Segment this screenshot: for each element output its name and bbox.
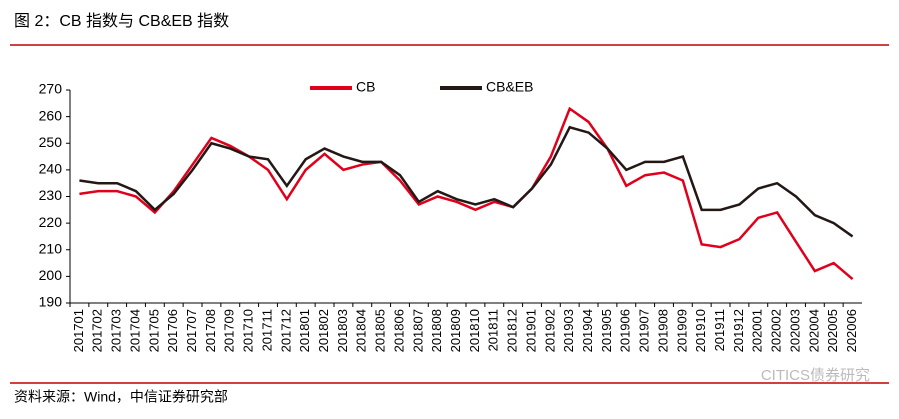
x-tick-label: 201804 bbox=[354, 309, 369, 352]
x-tick-label: 201708 bbox=[203, 309, 218, 352]
x-tick-label: 202001 bbox=[750, 309, 765, 352]
y-tick-label: 220 bbox=[39, 214, 63, 230]
x-tick-label: 202003 bbox=[787, 309, 802, 352]
series-line bbox=[79, 106, 854, 280]
x-tick-label: 201704 bbox=[127, 309, 142, 352]
x-tick-label: 201802 bbox=[316, 309, 331, 352]
x-tick-label: 201812 bbox=[505, 309, 520, 352]
x-tick-label: 201711 bbox=[259, 309, 274, 351]
x-tick-label: 201710 bbox=[241, 309, 256, 352]
x-tick-label: 201909 bbox=[674, 309, 689, 352]
x-tick-label: 201806 bbox=[391, 309, 406, 352]
x-tick-label: 202002 bbox=[769, 309, 784, 352]
x-tick-label: 201803 bbox=[335, 309, 350, 352]
y-tick-label: 200 bbox=[39, 267, 63, 283]
x-tick-label: 201702 bbox=[90, 309, 105, 352]
x-tick-label: 201809 bbox=[448, 309, 463, 352]
x-tick-label: 201706 bbox=[165, 309, 180, 352]
x-tick-label: 201703 bbox=[109, 309, 124, 352]
x-tick-label: 201911 bbox=[712, 309, 727, 351]
series-line bbox=[79, 125, 854, 238]
x-tick-label: 201807 bbox=[410, 309, 425, 352]
x-tick-label: 201903 bbox=[561, 309, 576, 352]
x-tick-label: 201705 bbox=[146, 309, 161, 352]
x-tick-label: 201712 bbox=[278, 309, 293, 352]
y-tick-label: 240 bbox=[39, 161, 63, 177]
x-tick-label: 201801 bbox=[297, 309, 312, 352]
y-tick-label: 250 bbox=[39, 134, 63, 150]
x-tick-label: 201902 bbox=[542, 309, 557, 352]
legend-label: CB&EB bbox=[486, 79, 533, 95]
x-tick-label: 201906 bbox=[618, 309, 633, 352]
x-tick-label: 201901 bbox=[523, 309, 538, 352]
x-tick-label: 201707 bbox=[184, 309, 199, 352]
watermark: CITICS债券研究 bbox=[761, 367, 870, 384]
x-tick-label: 201805 bbox=[373, 309, 388, 352]
y-tick-label: 260 bbox=[39, 107, 63, 123]
x-tick-label: 201810 bbox=[467, 309, 482, 352]
x-tick-label: 201905 bbox=[599, 309, 614, 352]
x-tick-label: 201709 bbox=[222, 309, 237, 352]
x-tick-label: 202005 bbox=[825, 309, 840, 352]
x-tick-label: 202004 bbox=[806, 309, 821, 352]
x-tick-label: 201904 bbox=[580, 309, 595, 352]
y-tick-label: 190 bbox=[39, 294, 63, 310]
x-tick-label: 202006 bbox=[844, 309, 859, 352]
chart-title: 图 2：CB 指数与 CB&EB 指数 bbox=[14, 12, 229, 30]
x-tick-label: 201912 bbox=[731, 309, 746, 352]
y-tick-label: 210 bbox=[39, 240, 63, 256]
x-tick-label: 201701 bbox=[71, 309, 86, 352]
legend-label: CB bbox=[356, 79, 375, 95]
x-tick-label: 201908 bbox=[655, 309, 670, 352]
source: 资料来源：Wind，中信证券研究部 bbox=[14, 389, 228, 405]
y-tick-label: 230 bbox=[39, 187, 63, 203]
x-tick-label: 201808 bbox=[429, 309, 444, 352]
x-tick-label: 201907 bbox=[637, 309, 652, 352]
x-tick-label: 201910 bbox=[693, 309, 708, 352]
x-tick-label: 201811 bbox=[486, 309, 501, 351]
y-tick-label: 270 bbox=[39, 81, 63, 97]
